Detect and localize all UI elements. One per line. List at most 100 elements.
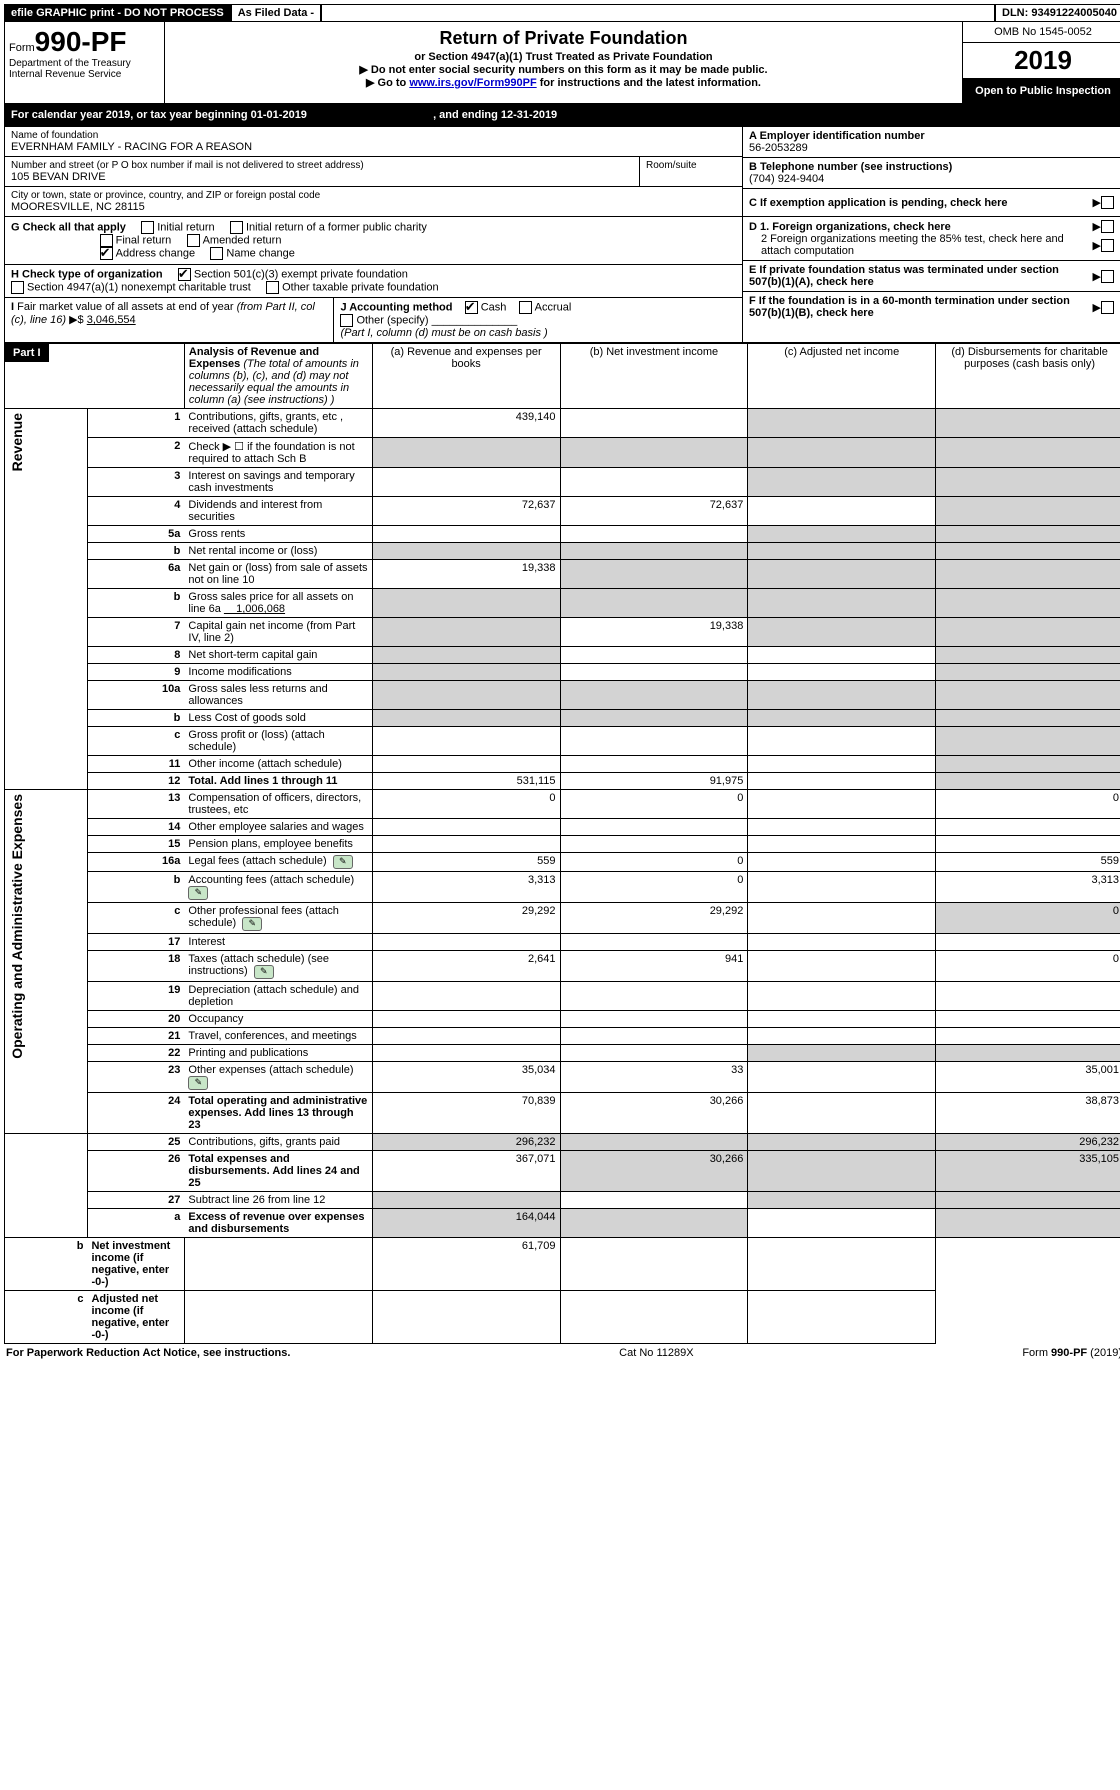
row-description: Net investment income (if negative, ente… xyxy=(87,1238,184,1291)
chk-f[interactable] xyxy=(1101,301,1114,314)
cal-label-mid: , and ending xyxy=(433,109,501,121)
row-description: Travel, conferences, and meetings xyxy=(184,1028,372,1045)
table-row: 11Other income (attach schedule) xyxy=(5,756,1120,773)
chk-accrual[interactable] xyxy=(519,301,532,314)
cal-begin: 01-01-2019 xyxy=(251,109,307,121)
value-cell: 19,338 xyxy=(372,560,560,589)
value-cell xyxy=(748,982,936,1011)
value-cell xyxy=(748,560,936,589)
attachment-icon[interactable]: ✎ xyxy=(188,1076,208,1090)
chk-other-taxable[interactable] xyxy=(266,281,279,294)
row-description: Dividends and interest from securities xyxy=(184,497,372,526)
c-label: C If exemption application is pending, c… xyxy=(749,197,1093,209)
a-label: A Employer identification number xyxy=(749,130,1117,142)
chk-amended-return[interactable] xyxy=(187,234,200,247)
value-cell: 164,044 xyxy=(372,1209,560,1238)
chk-d2[interactable] xyxy=(1101,239,1114,252)
chk-501c3[interactable] xyxy=(178,268,191,281)
g-opt4: Amended return xyxy=(203,234,282,246)
irs-link[interactable]: www.irs.gov/Form990PF xyxy=(409,77,536,89)
table-row: Operating and Administrative Expenses13C… xyxy=(5,790,1120,819)
table-row: 27Subtract line 26 from line 12 xyxy=(5,1192,1120,1209)
g-opt1: Initial return xyxy=(157,221,214,233)
row-number: b xyxy=(87,872,184,903)
value-cell: 0 xyxy=(936,903,1120,934)
value-cell: 29,292 xyxy=(372,903,560,934)
value-cell xyxy=(748,618,936,647)
foundation-name-cell: Name of foundation EVERNHAM FAMILY - RAC… xyxy=(5,127,742,157)
chk-address-change[interactable] xyxy=(100,247,113,260)
g-label: G Check all that apply xyxy=(11,221,126,233)
row-description: Legal fees (attach schedule) ✎ xyxy=(184,853,372,872)
chk-initial-return[interactable] xyxy=(141,221,154,234)
g-opt2: Initial return of a former public charit… xyxy=(246,221,427,233)
warn2-suffix: for instructions and the latest informat… xyxy=(537,77,761,89)
chk-d1[interactable] xyxy=(1101,220,1114,233)
row-number: 3 xyxy=(87,468,184,497)
value-cell xyxy=(372,819,560,836)
row-number: 4 xyxy=(87,497,184,526)
row-number: 19 xyxy=(87,982,184,1011)
row-number: c xyxy=(87,727,184,756)
value-cell xyxy=(936,727,1120,756)
value-cell: 531,115 xyxy=(372,773,560,790)
cal-label-pre: For calendar year 2019, or tax year begi… xyxy=(11,109,251,121)
chk-e[interactable] xyxy=(1101,270,1114,283)
value-cell xyxy=(372,681,560,710)
row-description: Other expenses (attach schedule) ✎ xyxy=(184,1062,372,1093)
attachment-icon[interactable]: ✎ xyxy=(333,855,353,869)
row-description: Less Cost of goods sold xyxy=(184,710,372,727)
chk-name-change[interactable] xyxy=(210,247,223,260)
h-opt2: Section 4947(a)(1) nonexempt charitable … xyxy=(27,281,251,293)
table-row: 20Occupancy xyxy=(5,1011,1120,1028)
value-cell xyxy=(936,756,1120,773)
h-label: H Check type of organization xyxy=(11,268,163,280)
attachment-icon[interactable]: ✎ xyxy=(254,965,274,979)
warning-1: ▶ Do not enter social security numbers o… xyxy=(169,63,958,76)
j-accrual: Accrual xyxy=(535,301,572,313)
value-cell: 35,034 xyxy=(372,1062,560,1093)
chk-initial-former[interactable] xyxy=(230,221,243,234)
attachment-icon[interactable]: ✎ xyxy=(242,917,262,931)
value-cell: 367,071 xyxy=(372,1151,560,1192)
row-number: 7 xyxy=(87,618,184,647)
foundation-name: EVERNHAM FAMILY - RACING FOR A REASON xyxy=(11,141,736,153)
value-cell xyxy=(372,710,560,727)
table-row: 22Printing and publications xyxy=(5,1045,1120,1062)
value-cell xyxy=(372,982,560,1011)
row-description: Net rental income or (loss) xyxy=(184,543,372,560)
value-cell xyxy=(936,1028,1120,1045)
value-cell xyxy=(748,1045,936,1062)
value-cell xyxy=(560,1045,748,1062)
value-cell xyxy=(184,1238,372,1291)
foundation-address: 105 BEVAN DRIVE xyxy=(11,171,633,183)
chk-c[interactable] xyxy=(1101,196,1114,209)
chk-cash[interactable] xyxy=(465,301,478,314)
value-cell: 3,313 xyxy=(372,872,560,903)
row-description: Interest xyxy=(184,934,372,951)
chk-4947a1[interactable] xyxy=(11,281,24,294)
e-label: E If private foundation status was termi… xyxy=(749,264,1093,288)
value-cell xyxy=(748,409,936,438)
row-number: 16a xyxy=(87,853,184,872)
value-cell xyxy=(372,727,560,756)
table-row: 4Dividends and interest from securities7… xyxy=(5,497,1120,526)
table-row: 6aNet gain or (loss) from sale of assets… xyxy=(5,560,1120,589)
attachment-icon[interactable]: ✎ xyxy=(188,886,208,900)
row-description: Adjusted net income (if negative, enter … xyxy=(87,1291,184,1344)
table-row: 15Pension plans, employee benefits xyxy=(5,836,1120,853)
row-number: 13 xyxy=(87,790,184,819)
table-row: bLess Cost of goods sold xyxy=(5,710,1120,727)
value-cell: 559 xyxy=(936,853,1120,872)
row-number: b xyxy=(87,589,184,618)
row-number: 21 xyxy=(87,1028,184,1045)
value-cell xyxy=(560,409,748,438)
row-number: 11 xyxy=(87,756,184,773)
value-cell xyxy=(560,727,748,756)
row-number: c xyxy=(5,1291,88,1344)
i-value: 3,046,554 xyxy=(87,314,136,326)
identity-right: A Employer identification number 56-2053… xyxy=(742,127,1120,342)
chk-other-method[interactable] xyxy=(340,314,353,327)
table-row: 19Depreciation (attach schedule) and dep… xyxy=(5,982,1120,1011)
tax-year: 2019 xyxy=(963,43,1120,79)
